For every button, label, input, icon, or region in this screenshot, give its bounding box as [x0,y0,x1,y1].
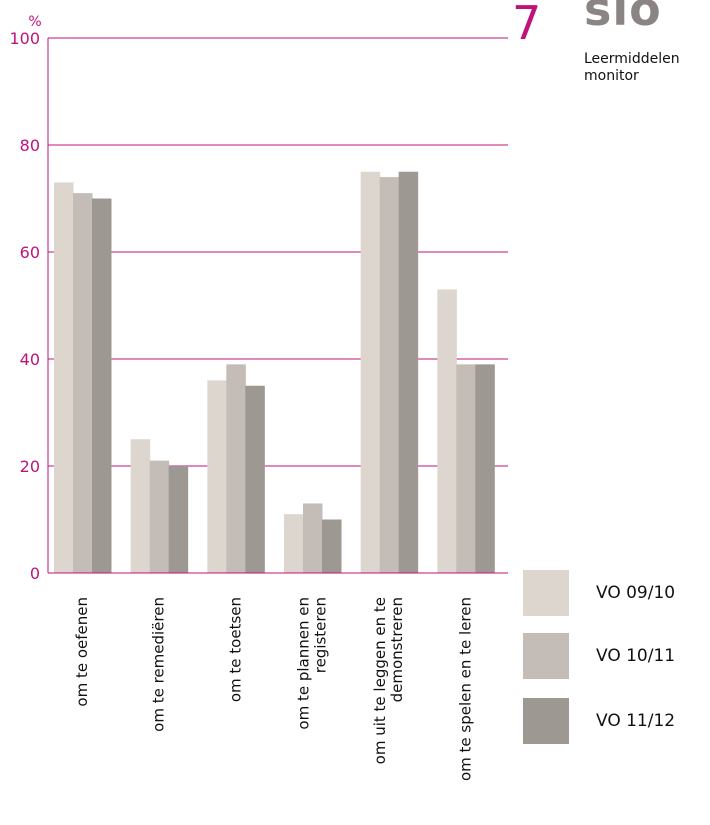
legend-item: VO 11/12 [523,698,710,744]
bar [168,466,189,573]
legend-label: VO 09/10 [596,583,676,603]
y-tick-label: 40 [20,350,40,369]
y-axis-label: % [28,14,41,30]
x-tick-label-line: om te oefenen [73,597,91,707]
bar [284,514,304,573]
legend-item: VO 09/10 [523,570,710,616]
x-tick-label: om te remediëren [150,597,168,732]
y-tick-label: 100 [9,29,40,48]
x-tick-label-line: om te toetsen [226,597,244,702]
brand-subtitle: Leermiddelen monitor [584,51,680,85]
y-tick-label: 0 [30,564,40,583]
bar [73,193,93,573]
x-tick-label-line: om te plannen en [295,597,313,730]
x-tick-label: om te plannen enregisteren [295,597,330,730]
x-tick-label: om te oefenen [73,597,91,707]
bar [207,380,227,573]
bar [379,177,400,573]
legend-swatch [523,633,569,679]
y-tick-label: 80 [20,136,40,155]
page-number: 7 [512,0,542,50]
x-tick-label: om uit te leggen en tedemonstreren [371,597,406,764]
x-tick-label-line: registeren [312,597,330,673]
y-tick-label: 60 [20,243,40,262]
x-tick-label-line: demonstreren [388,597,406,702]
legend-swatch [523,570,569,616]
x-tick-label: om te toetsen [226,597,244,702]
legend-swatch [523,698,569,744]
brand-subtitle-line: monitor [584,68,639,84]
bar [303,503,323,573]
bar [92,198,112,573]
bar [54,182,74,573]
bar [245,385,265,573]
bar [360,171,381,573]
bar [322,519,342,573]
x-tick-label-line: om uit te leggen en te [371,597,389,764]
bar [130,439,151,573]
x-tick-label-line: om te spelen en te leren [456,597,474,781]
y-tick-label: 20 [20,457,40,476]
bar [149,460,170,573]
bar [456,364,476,573]
bar [437,289,457,573]
legend-item: VO 10/11 [523,633,710,679]
brand-subtitle-line: Leermiddelen [584,51,680,67]
bar [226,364,246,573]
legend-label: VO 10/11 [596,646,676,666]
brand-logo: slo [584,0,662,36]
bar [475,364,495,573]
legend-label: VO 11/12 [596,711,676,731]
x-tick-label: om te spelen en te leren [456,597,474,781]
bar [398,171,419,573]
x-tick-label-line: om te remediëren [150,597,168,732]
